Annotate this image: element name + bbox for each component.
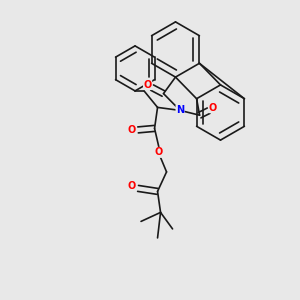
- Text: O: O: [155, 147, 163, 158]
- Text: N: N: [176, 105, 184, 116]
- Text: O: O: [209, 103, 217, 113]
- Text: O: O: [143, 80, 152, 90]
- Text: O: O: [128, 181, 136, 191]
- Text: O: O: [128, 125, 136, 135]
